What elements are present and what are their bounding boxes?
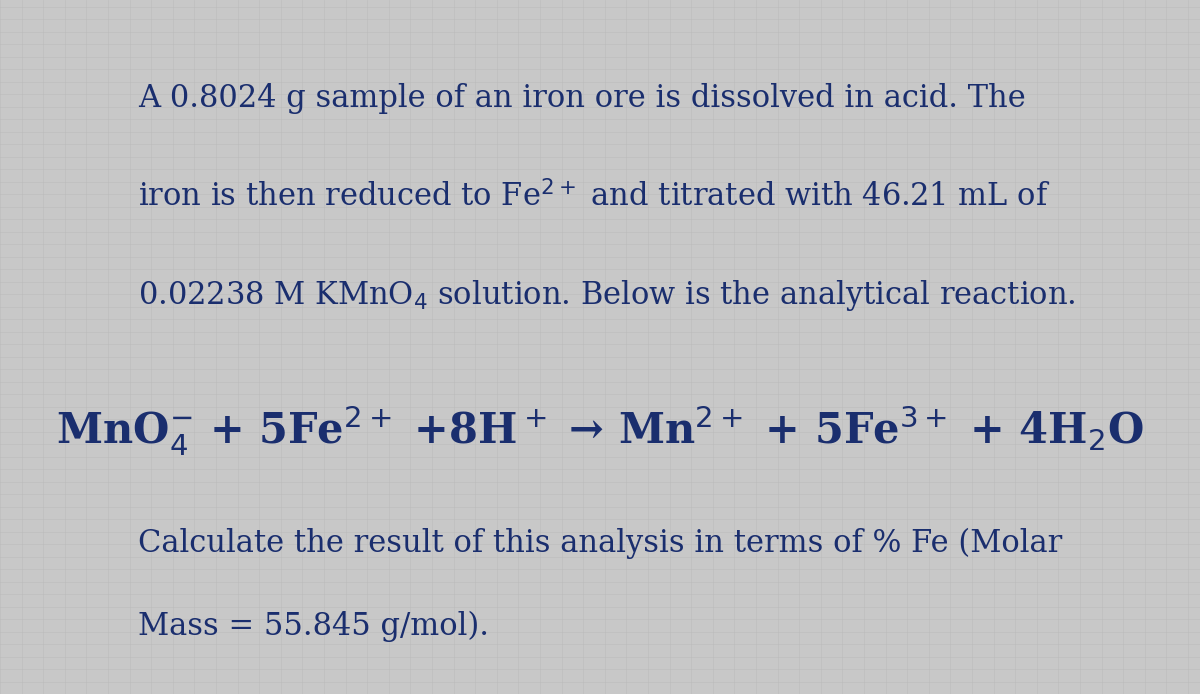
Text: 0.02238 M KMnO$_4$ solution. Below is the analytical reaction.: 0.02238 M KMnO$_4$ solution. Below is th… (138, 278, 1075, 312)
Text: Calculate the result of this analysis in terms of % Fe (Molar: Calculate the result of this analysis in… (138, 527, 1062, 559)
Text: Mass = 55.845 g/mol).: Mass = 55.845 g/mol). (138, 611, 490, 642)
Text: iron is then reduced to Fe$^{2+}$ and titrated with 46.21 mL of: iron is then reduced to Fe$^{2+}$ and ti… (138, 180, 1050, 213)
Text: A 0.8024 g sample of an iron ore is dissolved in acid. The: A 0.8024 g sample of an iron ore is diss… (138, 83, 1026, 115)
Text: MnO$_4^{-}$ + 5Fe$^{2+}$ +8H$^+$ → Mn$^{2+}$ + 5Fe$^{3+}$ + 4H$_2$O: MnO$_4^{-}$ + 5Fe$^{2+}$ +8H$^+$ → Mn$^{… (56, 403, 1144, 457)
